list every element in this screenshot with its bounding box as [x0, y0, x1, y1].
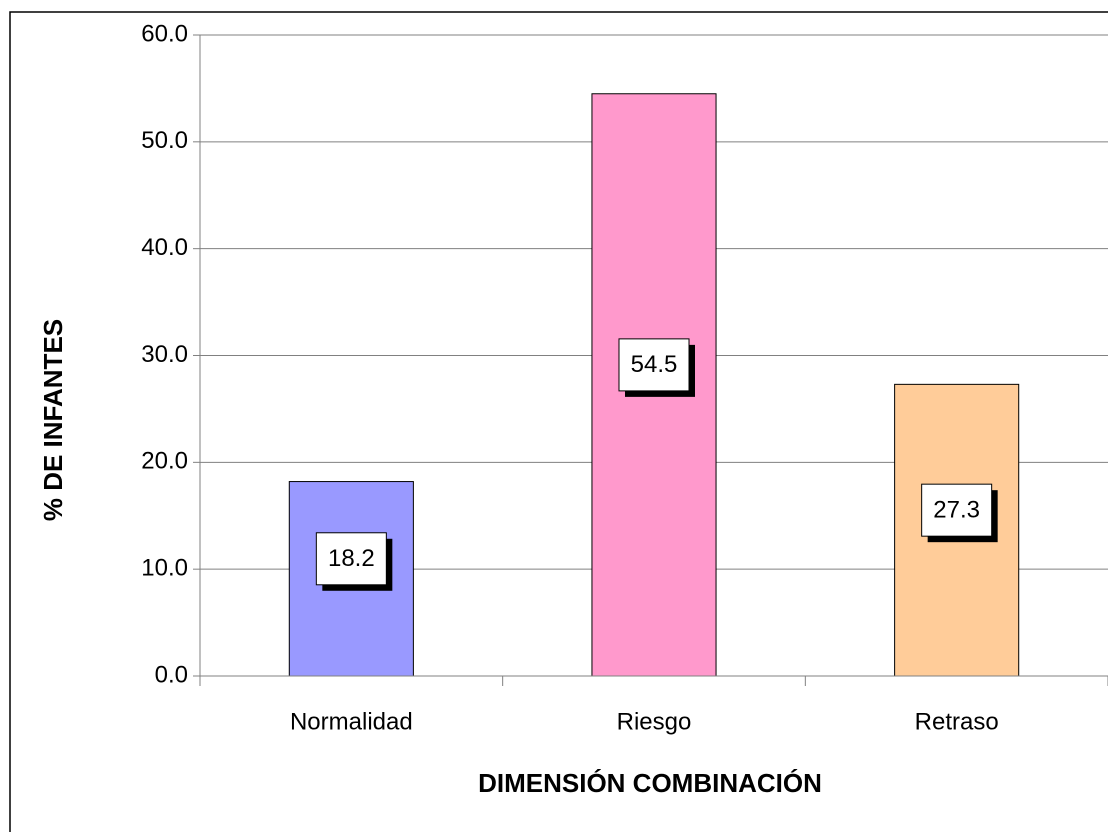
- y-tick-label: 60.0: [141, 20, 188, 47]
- y-tick-label: 10.0: [141, 555, 188, 582]
- x-tick-label: Normalidad: [290, 708, 413, 735]
- y-axis-title: % DE INFANTES: [38, 319, 68, 521]
- data-label: 18.2: [328, 545, 375, 572]
- y-tick-label: 50.0: [141, 127, 188, 154]
- y-tick-label: 30.0: [141, 341, 188, 368]
- y-tick-label: 40.0: [141, 234, 188, 261]
- x-axis-title: DIMENSIÓN COMBINACIÓN: [478, 768, 822, 798]
- y-tick-label: 20.0: [141, 448, 188, 475]
- x-tick-label: Riesgo: [617, 708, 692, 735]
- y-tick-label: 0.0: [155, 661, 188, 688]
- data-label: 54.5: [631, 351, 678, 378]
- data-label-box: [921, 483, 993, 537]
- x-tick-label: Retraso: [915, 708, 999, 735]
- data-label-box: [618, 338, 690, 392]
- data-label-box: [315, 532, 387, 586]
- data-label: 27.3: [933, 497, 980, 524]
